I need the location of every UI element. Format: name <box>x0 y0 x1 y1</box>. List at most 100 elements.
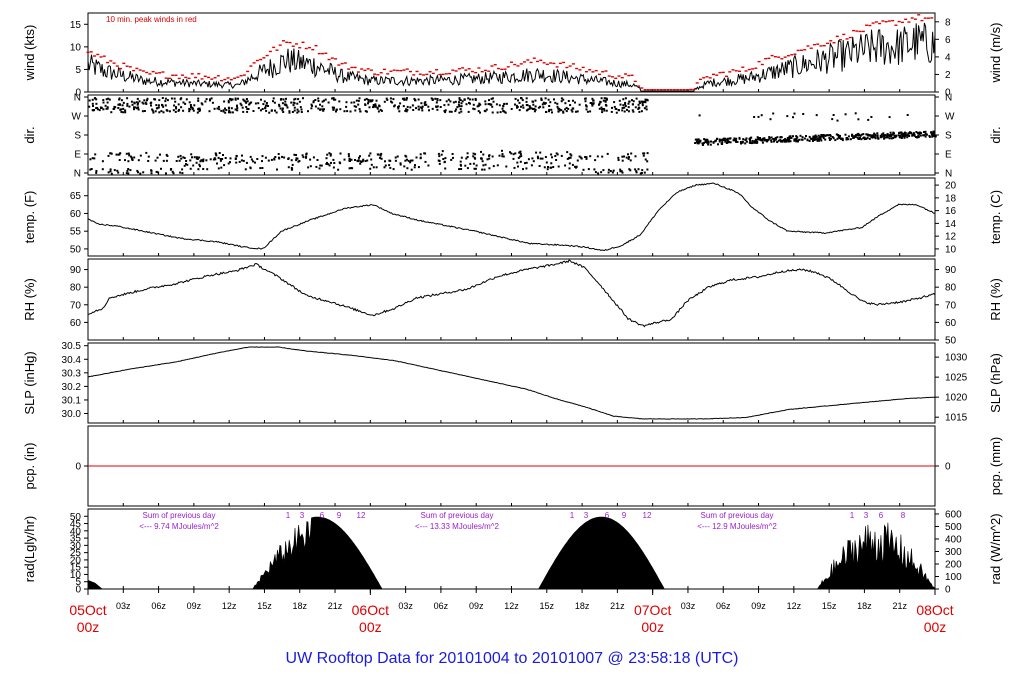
dir-point <box>165 159 168 162</box>
wind-ytick-label-left: 0 <box>75 88 81 99</box>
dir-point <box>812 135 815 138</box>
dir-point <box>186 163 189 166</box>
dir-point <box>579 156 582 159</box>
dir-point <box>481 168 484 171</box>
dir-point <box>332 97 335 100</box>
dir-point <box>572 99 574 102</box>
dir-points <box>88 97 937 175</box>
dir-point <box>924 130 927 133</box>
dir-point <box>155 170 158 173</box>
dir-point <box>120 99 123 102</box>
dir-point <box>527 158 530 161</box>
dir-point <box>265 102 268 104</box>
dir-point <box>606 98 608 101</box>
rad-ytick-label-left: 10 <box>70 570 82 581</box>
dir-point <box>754 141 757 144</box>
dir-point <box>712 141 715 144</box>
rad-ytick-label-right: 0 <box>945 585 951 596</box>
dir-point <box>874 134 877 137</box>
dir-point <box>787 140 790 143</box>
dir-point <box>532 160 535 163</box>
dir-point <box>155 104 158 107</box>
dir-point <box>260 109 262 112</box>
dir-point <box>547 166 549 168</box>
dir-point <box>522 106 525 109</box>
dir-point <box>237 97 239 100</box>
dir-point <box>170 97 173 100</box>
dir-point <box>405 98 408 101</box>
dir-point <box>900 131 903 134</box>
dir-point <box>726 140 729 142</box>
dir-point <box>605 109 608 112</box>
dir-ytick-label-right: W <box>945 112 955 123</box>
dir-point <box>118 159 121 161</box>
dir-point <box>428 109 430 112</box>
dir-point <box>910 132 913 135</box>
dir-point <box>171 170 174 173</box>
dir-point <box>243 99 246 102</box>
x-day-label: 07Oct <box>634 602 671 618</box>
dir-point <box>179 171 182 174</box>
dir-point <box>133 106 135 109</box>
dir-point <box>844 113 847 116</box>
dir-point <box>622 98 625 101</box>
dir-point <box>602 108 605 110</box>
dir-point <box>591 97 594 100</box>
dir-point <box>291 168 294 171</box>
dir-point <box>865 137 868 140</box>
dir-point <box>281 109 284 112</box>
dir-point <box>634 155 637 158</box>
dir-point <box>197 108 200 111</box>
dir-point <box>124 109 127 112</box>
dir-point <box>635 97 638 100</box>
dir-point <box>903 133 906 136</box>
dir-point <box>117 103 120 106</box>
dir-point <box>552 166 555 168</box>
dir-point <box>358 108 361 111</box>
dir-point <box>297 110 300 113</box>
dir-point <box>722 137 725 140</box>
dir-point <box>464 164 467 167</box>
dir-point <box>435 105 438 108</box>
dir-point <box>436 108 439 111</box>
dir-point <box>908 131 911 134</box>
dir-point <box>456 106 459 109</box>
dir-point <box>153 98 156 101</box>
dir-point <box>770 139 773 142</box>
dir-point <box>379 154 382 157</box>
dir-point <box>819 136 822 139</box>
dir-point <box>479 103 482 106</box>
dir-point <box>206 168 209 171</box>
dir-point <box>403 98 406 101</box>
dir-point <box>551 156 553 159</box>
dir-point <box>182 101 185 104</box>
dir-ytick-label-right: S <box>945 131 952 142</box>
x-tick-label: 18z <box>292 601 307 611</box>
dir-point <box>369 99 372 102</box>
dir-point <box>450 110 453 113</box>
x-tick-label: 09z <box>187 601 202 611</box>
dir-point <box>726 138 729 141</box>
dir-point <box>399 162 402 165</box>
temp-ytick-label-left: 55 <box>70 227 82 238</box>
rad-hour-mark: 3 <box>584 511 589 520</box>
dir-point <box>437 152 440 155</box>
dir-point <box>191 108 194 111</box>
dir-point <box>338 100 341 103</box>
dir-point <box>840 138 843 140</box>
dir-point <box>177 103 180 106</box>
dir-point <box>319 164 322 167</box>
dir-point <box>458 111 461 114</box>
dir-point <box>180 106 183 109</box>
dir-point <box>137 171 139 174</box>
dir-point <box>555 159 558 161</box>
dir-point <box>332 158 335 161</box>
dir-point <box>260 98 262 101</box>
dir-point <box>378 104 381 107</box>
dir-point <box>767 138 770 141</box>
rad-ytick-label-right: 300 <box>945 547 962 558</box>
dir-point <box>275 111 278 114</box>
dir-point <box>502 104 505 107</box>
dir-point <box>398 105 400 108</box>
dir-point <box>818 139 820 142</box>
